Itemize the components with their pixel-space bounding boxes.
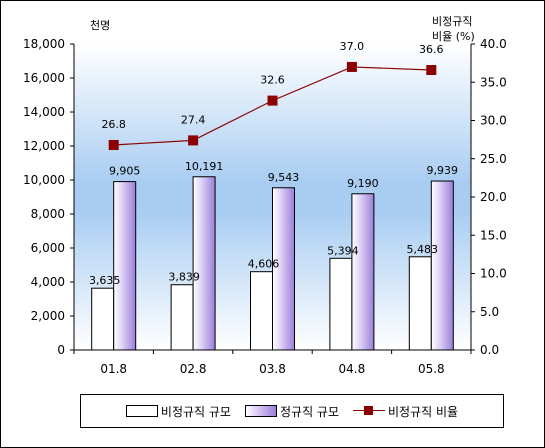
right-tick-label: 25.0 <box>480 152 507 166</box>
data-label-ratio: 36.6 <box>419 43 444 56</box>
legend-swatch-purple <box>244 405 277 417</box>
marker-ratio <box>346 61 357 72</box>
data-label-ratio: 26.8 <box>101 118 126 131</box>
left-tick-label: 14,000 <box>23 105 65 119</box>
bar-regular <box>113 181 137 351</box>
legend-label: 정규직 규모 <box>279 404 339 419</box>
left-axis-unit: 천명 <box>90 18 110 32</box>
marker-ratio <box>426 65 437 76</box>
data-label-regular: 9,905 <box>109 165 141 178</box>
left-tick-label: 6,000 <box>31 241 65 255</box>
bar-regular <box>351 193 375 351</box>
right-tick-label: 5.0 <box>480 305 499 319</box>
data-label-regular: 9,190 <box>347 177 379 190</box>
left-tick-label: 16,000 <box>23 71 65 85</box>
legend-item-nonregular-size: 비정규직 규모 <box>125 403 231 420</box>
legend-item-nonregular-ratio: 비정규직 비율 <box>353 403 458 420</box>
left-tick-label: 4,000 <box>31 275 65 289</box>
left-tick-label: 18,000 <box>23 37 65 51</box>
right-tick-label: 20.0 <box>480 190 507 204</box>
marker-ratio <box>188 135 199 146</box>
x-tick-label: 01.8 <box>100 362 127 376</box>
right-tick-label: 30.0 <box>480 114 507 128</box>
data-label-nonregular: 5,483 <box>407 243 439 256</box>
right-tick-label: 35.0 <box>480 75 507 89</box>
data-label-nonregular: 4,606 <box>248 258 280 271</box>
legend-label: 비정규직 비율 <box>388 404 459 419</box>
marker-ratio <box>108 139 119 150</box>
right-axis-unit-line1: 비정규직 <box>432 15 472 28</box>
data-label-regular: 9,939 <box>427 164 459 177</box>
left-tick-label: 12,000 <box>23 139 65 153</box>
bar-nonregular <box>91 287 115 351</box>
left-tick-label: 10,000 <box>23 173 65 187</box>
legend-swatch-white <box>125 405 158 417</box>
x-tick-label: 03.8 <box>259 362 286 376</box>
bar-nonregular <box>408 256 432 351</box>
x-tick-label: 04.8 <box>339 362 366 376</box>
data-label-regular: 9,543 <box>268 171 300 184</box>
bar-regular <box>430 180 454 351</box>
left-tick-label: 8,000 <box>31 207 65 221</box>
right-tick-label: 15.0 <box>480 228 507 242</box>
left-tick-label: 0 <box>57 343 65 357</box>
data-label-ratio: 32.6 <box>260 74 285 87</box>
data-label-ratio: 27.4 <box>181 113 206 126</box>
data-label-ratio: 37.0 <box>340 40 365 53</box>
right-tick-label: 0.0 <box>480 343 499 357</box>
right-tick-label: 40.0 <box>480 37 507 51</box>
legend-swatch-line-marker <box>353 405 385 417</box>
data-label-regular: 10,191 <box>185 160 224 173</box>
legend-item-regular-size: 정규직 규모 <box>244 403 339 420</box>
marker-ratio <box>267 95 278 106</box>
right-axis-unit-line2: 비율 (%) <box>432 30 475 43</box>
right-tick-label: 10.0 <box>480 267 507 281</box>
x-tick-label: 05.8 <box>418 362 445 376</box>
data-label-nonregular: 5,394 <box>327 244 359 257</box>
bar-nonregular <box>329 257 353 351</box>
data-label-nonregular: 3,839 <box>168 271 200 284</box>
data-label-nonregular: 3,635 <box>89 274 121 287</box>
bar-nonregular <box>170 284 194 351</box>
x-tick-label: 02.8 <box>180 362 207 376</box>
left-tick-label: 2,000 <box>31 309 65 323</box>
bar-nonregular <box>250 271 273 351</box>
legend: 비정규직 규모 정규직 규모 비정규직 비율 <box>80 394 504 428</box>
bar-regular <box>192 176 216 351</box>
legend-label: 비정규직 규모 <box>160 404 231 419</box>
